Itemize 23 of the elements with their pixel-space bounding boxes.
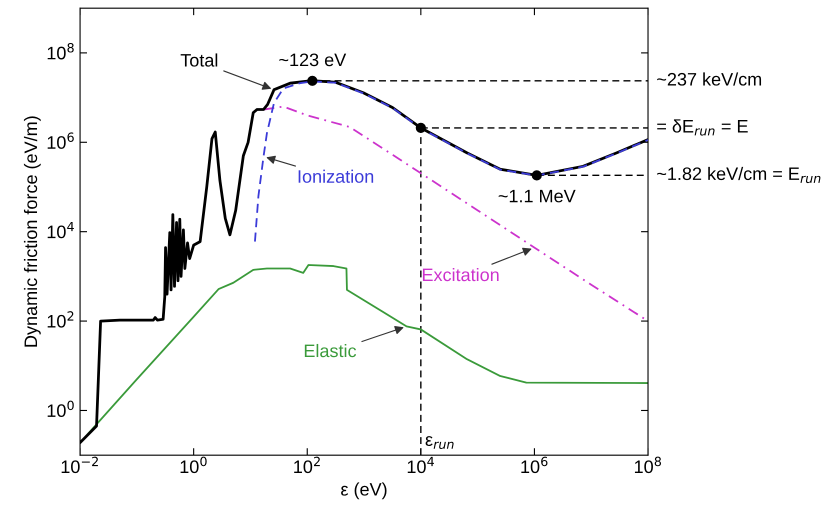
y-tick-label: 10$^{8}$	[48, 43, 74, 60]
x-tick-label: 10$^{6}$	[521, 456, 548, 474]
x-tick-label: 10$^{8}$	[634, 456, 662, 474]
y-tick-label: 10$^{6}$	[48, 132, 74, 149]
x-tick-label: 10$^{4}$	[408, 456, 434, 474]
text: Total	[180, 53, 218, 67]
ref-line-label: ε$_{run}$	[426, 436, 454, 449]
y-tick-label: 10$^{2}$	[48, 311, 74, 328]
y-tick-label: 10$^{4}$	[48, 222, 74, 238]
ref-line-label: ~237 keV/cm	[657, 72, 762, 86]
x-tick-label: 10$^{−2}$	[62, 456, 98, 474]
x-tick-label: 10$^{0}$	[180, 456, 207, 474]
ref-line-label: ~1.82 keV/cm = E$_{run}$	[657, 166, 820, 184]
text: Ionization	[298, 170, 374, 183]
annotation: ~1.1 MeV	[498, 190, 576, 202]
y-axis-title: Dynamic friction force (eV/m)	[24, 116, 41, 347]
text: Elastic	[304, 344, 356, 358]
text: Excitation	[422, 268, 499, 282]
annotation: ~123 eV	[279, 53, 346, 66]
x-axis-title: ε (eV)	[341, 482, 387, 500]
x-tick-label: 10$^{2}$	[294, 456, 320, 474]
y-tick-label: 10$^{0}$	[48, 400, 74, 418]
ref-line-label: = δE$_{run}$ = E	[657, 119, 748, 136]
